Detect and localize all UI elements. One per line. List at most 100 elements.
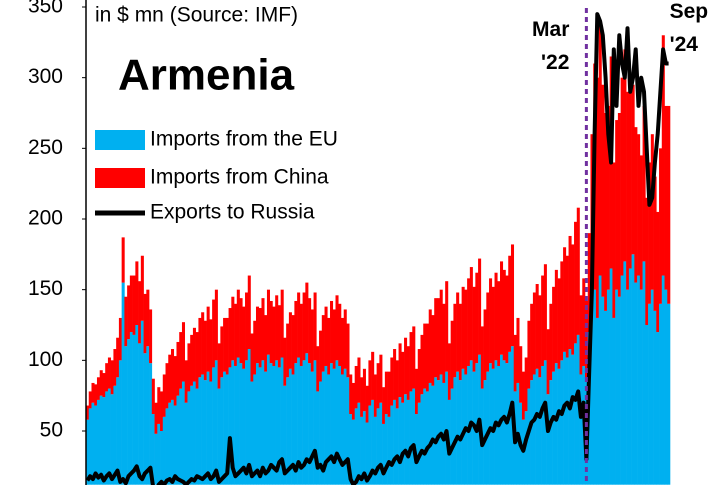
bar <box>401 351 405 403</box>
bar <box>214 289 218 361</box>
legend-swatch <box>95 130 145 150</box>
bar <box>212 367 216 485</box>
bar <box>176 341 180 396</box>
bar <box>464 289 468 375</box>
bar <box>412 388 416 485</box>
bar <box>266 289 270 355</box>
bar <box>538 377 542 485</box>
bar <box>184 360 188 403</box>
bar <box>406 399 410 485</box>
legend-swatch <box>95 168 145 188</box>
bar <box>659 148 663 304</box>
bar <box>288 368 292 485</box>
bar <box>587 233 591 333</box>
bar <box>373 416 377 485</box>
bar <box>102 397 106 485</box>
bar <box>187 343 191 392</box>
bar <box>516 317 520 383</box>
bar <box>245 360 249 485</box>
bar <box>439 289 443 375</box>
bar <box>192 327 196 382</box>
bar <box>234 303 238 366</box>
bar <box>168 354 172 403</box>
bar <box>530 303 534 381</box>
bar <box>327 374 331 485</box>
bar <box>458 380 462 485</box>
bar <box>565 357 569 485</box>
bar <box>250 333 254 382</box>
bar <box>143 293 147 354</box>
bar <box>513 334 517 392</box>
bar <box>360 377 364 417</box>
bar <box>220 326 224 378</box>
bar <box>286 323 290 378</box>
bar <box>631 254 635 485</box>
bar <box>371 351 375 400</box>
bar <box>181 381 186 485</box>
bar <box>653 176 657 311</box>
bar <box>247 349 251 485</box>
bar <box>258 367 262 485</box>
bar <box>277 367 281 485</box>
bar <box>291 315 295 375</box>
bar <box>362 411 366 485</box>
bar <box>478 258 482 355</box>
bar <box>456 371 460 485</box>
bar <box>154 402 158 434</box>
bar <box>313 292 317 361</box>
bar <box>538 295 542 378</box>
bar <box>373 374 377 417</box>
bar <box>143 353 147 485</box>
bar <box>434 298 438 378</box>
bar <box>639 155 643 290</box>
bar <box>456 292 460 372</box>
bar <box>626 91 630 290</box>
bar <box>96 377 101 400</box>
bar <box>615 289 619 485</box>
bar <box>535 284 539 369</box>
y-tick-label: 50 <box>40 419 63 442</box>
bar <box>269 363 273 485</box>
bar <box>500 261 504 355</box>
bar <box>541 365 545 485</box>
bar <box>288 312 292 369</box>
bar <box>579 295 583 375</box>
bar <box>571 244 575 355</box>
bar <box>173 405 177 485</box>
bar <box>626 289 630 485</box>
bar <box>428 382 432 485</box>
bar <box>436 380 440 485</box>
bar <box>445 281 449 372</box>
bar <box>154 433 158 485</box>
bar <box>264 315 268 372</box>
bar <box>585 300 589 378</box>
bar <box>453 303 457 378</box>
y-tick-label: 350 <box>28 0 63 18</box>
bar <box>321 371 325 485</box>
bar <box>113 385 117 485</box>
bar <box>532 374 536 485</box>
bar <box>628 268 632 485</box>
bar <box>598 275 602 485</box>
bar <box>486 292 490 372</box>
line <box>85 12 669 485</box>
bar <box>332 309 336 369</box>
bar <box>160 391 164 431</box>
bar <box>395 408 399 485</box>
bar <box>393 399 397 485</box>
bar <box>225 317 229 375</box>
bar <box>494 272 498 361</box>
bar <box>247 275 251 350</box>
bar <box>483 380 487 485</box>
bar <box>521 371 525 420</box>
bar <box>286 377 290 485</box>
bar <box>549 380 553 485</box>
bar <box>623 49 627 262</box>
bar <box>236 289 240 358</box>
bar <box>351 382 355 420</box>
bar <box>88 408 92 485</box>
bar <box>107 388 111 485</box>
bar <box>157 387 161 424</box>
bar <box>124 346 128 485</box>
bar <box>563 247 567 352</box>
